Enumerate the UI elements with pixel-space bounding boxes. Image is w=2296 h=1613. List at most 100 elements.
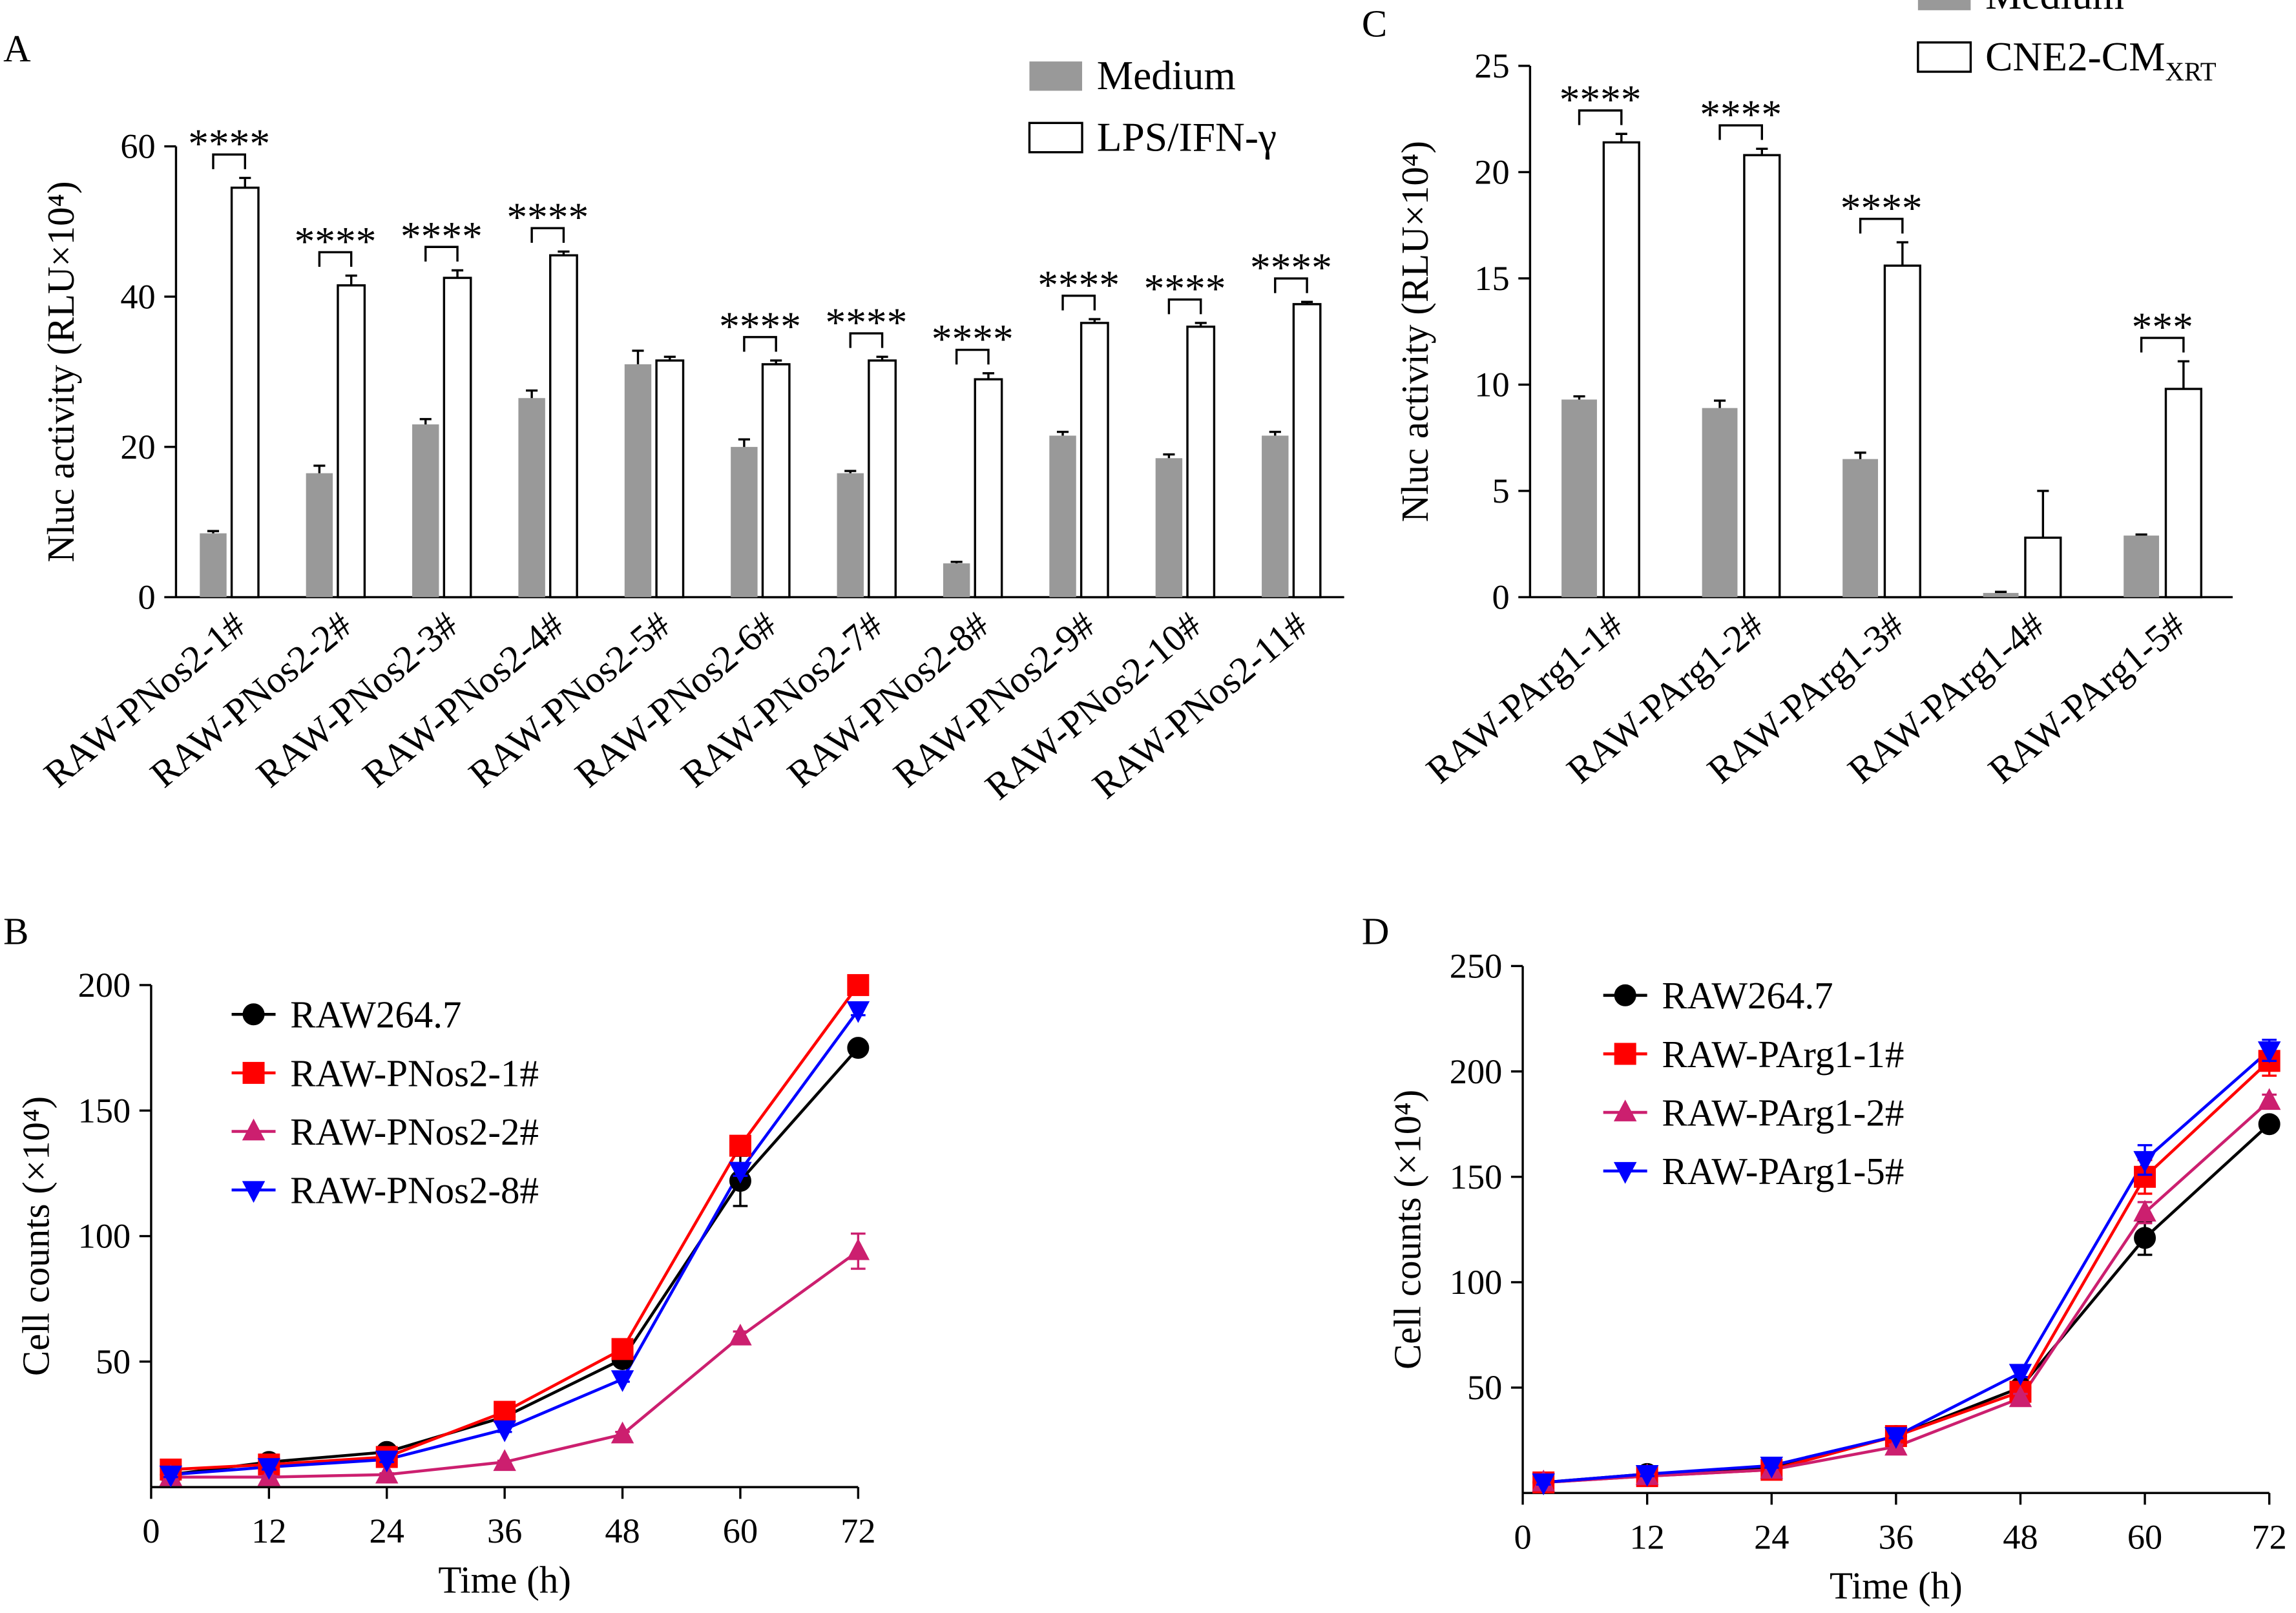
- marker: [1635, 1465, 1659, 1487]
- y-axis-label: Nluc activity (RLU×10⁴): [40, 181, 82, 562]
- error-bar: [239, 176, 251, 188]
- y-tick-label: 150: [1450, 1158, 1503, 1196]
- bar: [1842, 459, 1878, 598]
- significance-label: ****: [1841, 185, 1923, 231]
- y-tick-label: 60: [120, 127, 155, 166]
- y-tick-label: 50: [1467, 1368, 1502, 1407]
- marker: [847, 1037, 870, 1059]
- y-tick-label: 25: [1474, 47, 1509, 85]
- significance-label: ****: [1144, 265, 1226, 311]
- significance-bracket: [1061, 295, 1096, 311]
- bar: [200, 533, 227, 598]
- significance-bracket: [955, 348, 990, 365]
- marker: [493, 1420, 516, 1442]
- legend-label: Medium: [1985, 0, 2124, 18]
- panel-label: B: [3, 910, 28, 952]
- marker: [375, 1450, 399, 1473]
- marker: [1613, 1161, 1637, 1184]
- legend-subscript: XRT: [2166, 57, 2217, 87]
- marker: [2134, 1227, 2156, 1249]
- error-bar: [558, 250, 570, 256]
- error-bar: [632, 349, 644, 364]
- marker: [242, 1181, 266, 1203]
- marker: [159, 1465, 183, 1488]
- significance-bracket: [1274, 277, 1308, 293]
- x-tick-label: 48: [605, 1512, 640, 1550]
- error-bar: [1854, 452, 1866, 459]
- legend-swatch: [1028, 121, 1083, 154]
- legend-label: Medium: [1097, 52, 1236, 98]
- significance-bracket: [424, 245, 459, 262]
- significance-bracket: [849, 332, 884, 348]
- x-tick-label: 12: [1629, 1517, 1664, 1556]
- x-tick-label: 72: [2251, 1517, 2286, 1556]
- significance-label: ****: [1700, 92, 1782, 138]
- error-bar: [1756, 147, 1768, 156]
- significance-label: ****: [295, 218, 377, 264]
- bar: [1262, 435, 1289, 598]
- marker: [611, 1370, 634, 1392]
- marker: [375, 1461, 399, 1484]
- error-bar: [1269, 430, 1281, 436]
- marker: [242, 1003, 265, 1026]
- significance-label: ****: [932, 316, 1014, 362]
- significance-bracket: [212, 153, 247, 169]
- y-tick-label: 20: [120, 428, 155, 466]
- x-tick-label: 36: [1879, 1517, 1914, 1556]
- legend-label: CNE2-CMXRT: [1985, 34, 2217, 87]
- y-tick-label: 5: [1492, 472, 1509, 510]
- bar: [1883, 264, 1921, 599]
- error-bar: [1056, 430, 1069, 436]
- marker: [847, 973, 870, 996]
- error-bar: [419, 418, 432, 424]
- legend-label: RAW264.7: [1662, 975, 1833, 1017]
- error-bar: [1301, 300, 1313, 304]
- bar: [1561, 399, 1597, 598]
- marker: [1532, 1473, 1555, 1495]
- error-bar: [950, 561, 963, 564]
- legend-label: RAW-PNos2-1#: [290, 1052, 539, 1094]
- x-axis-label: Time (h): [1830, 1565, 1963, 1607]
- y-tick-label: 15: [1474, 259, 1509, 298]
- bar: [2124, 536, 2160, 598]
- marker: [2258, 1113, 2280, 1136]
- y-tick-label: 200: [78, 966, 131, 1004]
- error-bar: [1713, 399, 1726, 408]
- error-bar: [1163, 453, 1175, 459]
- significance-bracket: [1167, 298, 1202, 315]
- bar: [761, 363, 791, 599]
- bar: [1155, 458, 1183, 598]
- legend-label: RAW-PArg1-5#: [1662, 1150, 1904, 1192]
- error-bar: [876, 355, 888, 361]
- y-tick-label: 0: [1492, 578, 1509, 617]
- bar: [306, 473, 333, 598]
- bar: [1743, 154, 1781, 599]
- error-bar: [207, 530, 220, 534]
- y-tick-label: 250: [1450, 947, 1503, 986]
- bar: [443, 276, 472, 599]
- y-tick-label: 10: [1474, 366, 1509, 404]
- significance-bracket: [1859, 218, 1904, 234]
- marker: [2257, 1088, 2281, 1110]
- significance-label: ****: [1560, 77, 1642, 123]
- significance-bracket: [1578, 109, 1623, 125]
- legend-label: RAW-PArg1-1#: [1662, 1034, 1904, 1076]
- significance-label: ****: [188, 121, 270, 167]
- error-bar: [663, 355, 676, 361]
- bar: [1292, 303, 1322, 599]
- legend-swatch: [1917, 41, 1972, 73]
- error-bar: [2135, 533, 2147, 536]
- bar: [549, 254, 578, 599]
- bar: [337, 284, 366, 599]
- error-bar: [770, 359, 782, 364]
- error-bar: [1089, 318, 1101, 323]
- marker: [729, 1324, 752, 1346]
- error-bar: [313, 464, 326, 473]
- x-tick-label: 36: [487, 1512, 522, 1550]
- legend-label: RAW-PArg1-2#: [1662, 1092, 1904, 1134]
- x-tick-label: 48: [2003, 1517, 2038, 1556]
- y-tick-label: 100: [78, 1217, 131, 1256]
- significance-label: ****: [1250, 245, 1332, 291]
- y-tick-label: 150: [78, 1091, 131, 1130]
